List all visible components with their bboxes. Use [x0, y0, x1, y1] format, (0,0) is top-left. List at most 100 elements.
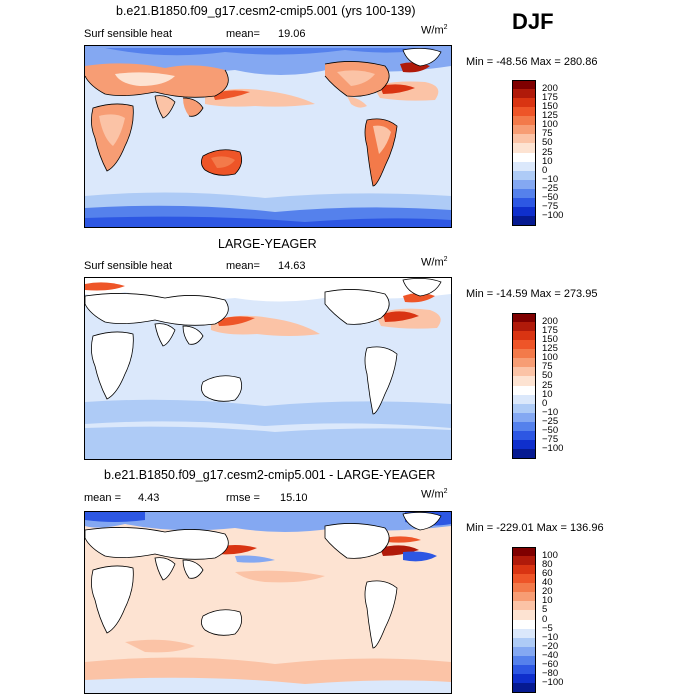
panel-3-unit: W/m2: [421, 488, 448, 501]
colorbar-swatch: [512, 340, 536, 350]
colorbar-swatch: [512, 125, 536, 135]
colorbar-swatch: [512, 448, 536, 459]
colorbar-swatch: [512, 682, 536, 693]
colorbar-swatch: [512, 583, 536, 593]
panel-2-map-field: [85, 278, 451, 459]
colorbar-swatch: [512, 628, 536, 639]
colorbar-swatch: [512, 161, 536, 172]
colorbar-tick-label: −100: [542, 442, 564, 454]
colorbar-tick-label: 75: [542, 361, 553, 373]
colorbar-tick-label: 100: [542, 352, 558, 364]
colorbar-swatch: [512, 134, 536, 144]
panel-1-title: b.e21.B1850.f09_g17.cesm2-cmip5.001 (yrs…: [116, 4, 416, 18]
colorbar-swatch: [512, 331, 536, 341]
panel-3-map-field: [85, 512, 451, 693]
colorbar-swatch: [512, 215, 536, 226]
colorbar-tick-label: 25: [542, 379, 553, 391]
panel-2-title: LARGE-YEAGER: [218, 237, 317, 251]
panel-3-colorbar: 100 80 60 40 20 10 5 0 −5 −10 −20 −40 −60 −80 −100: [512, 547, 563, 693]
colorbar-swatch: [512, 206, 536, 217]
colorbar-tick-label: 10: [542, 155, 553, 167]
colorbar-swatch: [512, 349, 536, 359]
colorbar-swatch: [512, 403, 536, 414]
colorbar-tick-label: 200: [542, 316, 558, 328]
panel-3-map: [84, 511, 452, 694]
panel-2-minmax: Min = -14.59 Max = 273.95: [466, 288, 598, 300]
colorbar-tick-label: 150: [542, 101, 558, 113]
colorbar-tick-label: 10: [542, 388, 553, 400]
colorbar-swatch: [512, 637, 536, 648]
panel-3-rmse-label: rmse =: [226, 492, 260, 504]
panel-2-mean-value: 14.63: [278, 260, 306, 272]
colorbar-swatch: [512, 313, 536, 323]
colorbar-tick-label: 80: [542, 559, 553, 571]
colorbar-swatch: [512, 385, 536, 396]
panel-2-mean-label: mean=: [226, 260, 260, 272]
colorbar-swatch: [512, 601, 536, 611]
colorbar-swatch: [512, 358, 536, 368]
colorbar-tick-label: −80: [542, 667, 559, 679]
colorbar-swatch: [512, 592, 536, 602]
colorbar-tick-label: −10: [542, 173, 559, 185]
colorbar-tick-label: 0: [542, 613, 548, 625]
colorbar-swatch: [512, 664, 536, 675]
colorbar-tick-label: −75: [542, 433, 559, 445]
colorbar-swatch: [512, 547, 536, 557]
colorbar-tick-label: 20: [542, 586, 553, 598]
colorbar-swatch: [512, 80, 536, 90]
panel-2-colorbar: 200 175 150 125 100 75 50 25 10 0 −10 −25 −50 −75 −100: [512, 313, 563, 459]
panel-2-map: [84, 277, 452, 460]
colorbar-swatch: [512, 116, 536, 126]
colorbar-tick-label: −100: [542, 209, 564, 221]
colorbar-swatch: [512, 98, 536, 108]
colorbar-tick-label: −25: [542, 182, 559, 194]
colorbar-tick-label: 0: [542, 397, 548, 409]
panel-3-minmax: Min = -229.01 Max = 136.96: [466, 522, 604, 534]
colorbar-tick-label: −50: [542, 424, 559, 436]
colorbar-swatch: [512, 367, 536, 377]
colorbar-swatch: [512, 107, 536, 117]
colorbar-tick-label: 175: [542, 325, 558, 337]
colorbar-tick-label: −5: [542, 622, 553, 634]
colorbar-swatch: [512, 619, 536, 630]
colorbar-tick-label: 0: [542, 164, 548, 176]
colorbar-swatch: [512, 197, 536, 208]
colorbar-tick-label: −50: [542, 191, 559, 203]
colorbar-tick-label: 25: [542, 146, 553, 158]
panel-3-rmse-value: 15.10: [280, 492, 308, 504]
colorbar-tick-label: 60: [542, 568, 553, 580]
colorbar-tick-label: 5: [542, 604, 548, 616]
colorbar-tick-label: 40: [542, 577, 553, 589]
colorbar-tick-label: 150: [542, 334, 558, 346]
colorbar-tick-label: 100: [542, 119, 558, 131]
colorbar-swatch: [512, 152, 536, 163]
colorbar-tick-label: −10: [542, 631, 559, 643]
colorbar-swatch: [512, 412, 536, 423]
colorbar-tick-label: −40: [542, 649, 559, 661]
colorbar-swatch: [512, 565, 536, 575]
colorbar-tick-label: 10: [542, 595, 553, 607]
colorbar-swatch: [512, 556, 536, 566]
colorbar-swatch: [512, 574, 536, 584]
panel-1-mean-value: 19.06: [278, 28, 306, 40]
colorbar-tick-label: −20: [542, 640, 559, 652]
colorbar-swatch: [512, 143, 536, 153]
colorbar-swatch: [512, 439, 536, 450]
colorbar-tick-label: −10: [542, 406, 559, 418]
colorbar-swatch: [512, 673, 536, 684]
colorbar-tick-label: 125: [542, 110, 558, 122]
colorbar-swatch: [512, 89, 536, 99]
panel-1-map-field: [85, 46, 451, 227]
panel-2-variable: Surf sensible heat: [84, 260, 173, 272]
colorbar-swatch: [512, 646, 536, 657]
colorbar-swatch: [512, 322, 536, 332]
colorbar-swatch: [512, 179, 536, 190]
colorbar-tick-label: 75: [542, 128, 553, 140]
colorbar-swatch: [512, 376, 536, 386]
colorbar-swatch: [512, 188, 536, 199]
colorbar-swatch: [512, 655, 536, 666]
colorbar-tick-label: 200: [542, 83, 558, 95]
panel-1-variable: Surf sensible heat: [84, 28, 173, 40]
panel-3-title: b.e21.B1850.f09_g17.cesm2-cmip5.001 - LA…: [104, 468, 436, 482]
panel-1-colorbar: 200 175 150 125 100 75 50 25 10 0 −10 −25 −50 −75 −100: [512, 80, 563, 226]
